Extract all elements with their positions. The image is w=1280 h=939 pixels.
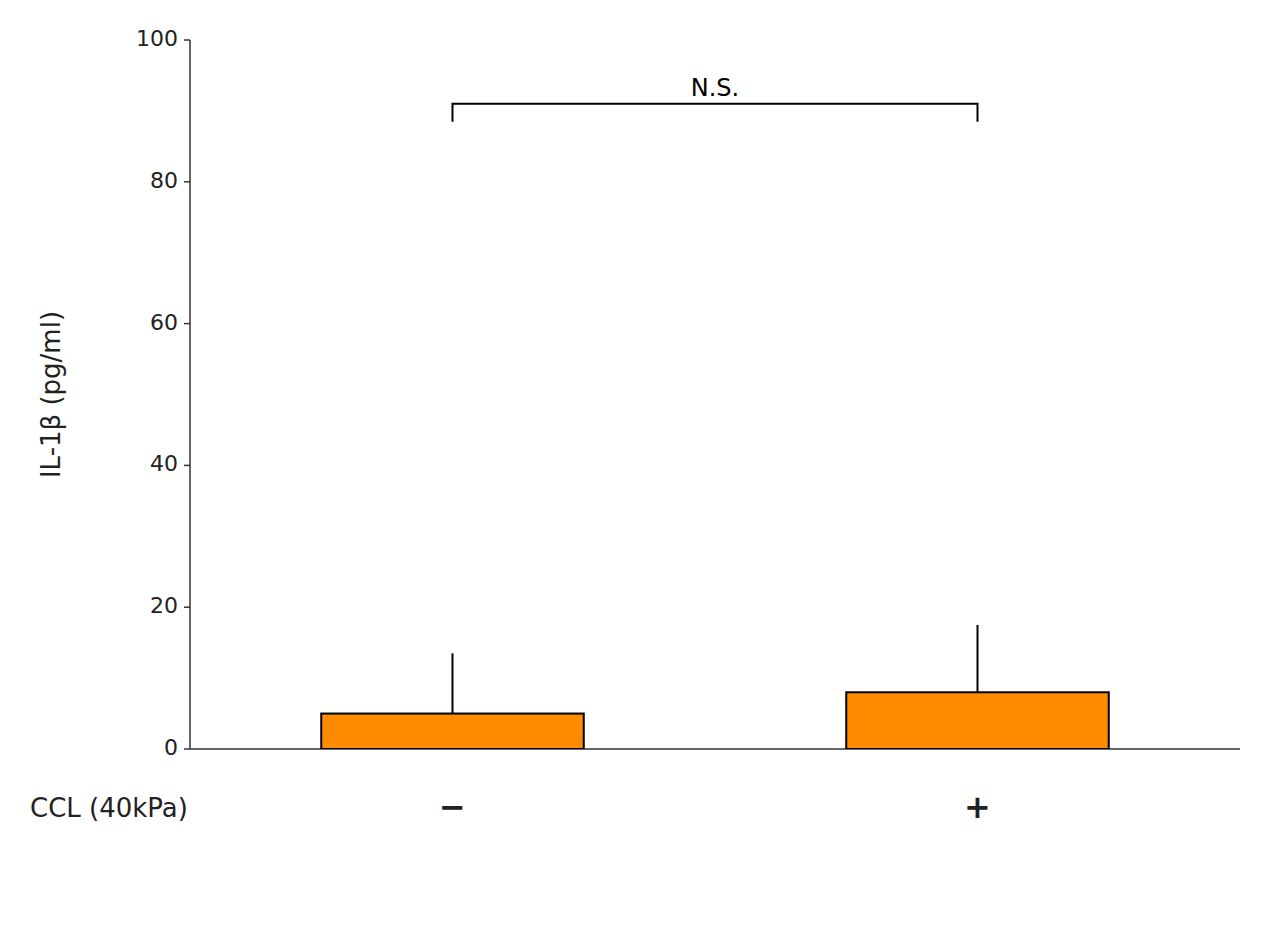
y-axis-label: IL-1β (pg/ml) <box>36 311 66 478</box>
y-tick-label: 60 <box>150 310 178 335</box>
significance-bracket <box>453 104 978 122</box>
bars <box>321 625 1109 749</box>
chart-container: 0 20 40 60 80 100 IL-1β (pg/ml) − + CCL (40kPa) N.… <box>0 0 1280 939</box>
y-tick-label: 100 <box>136 26 178 51</box>
y-tick-label: 80 <box>150 168 178 193</box>
significance-label: N.S. <box>691 74 739 102</box>
chart-svg: 0 20 40 60 80 100 IL-1β (pg/ml) − + CCL (40kPa) N.… <box>0 0 1280 939</box>
error-bar <box>452 653 454 713</box>
y-tick <box>184 748 190 750</box>
y-tick <box>184 465 190 467</box>
y-tick <box>184 323 190 325</box>
x-axis-label: CCL (40kPa) <box>30 793 188 823</box>
bar <box>846 692 1109 749</box>
y-tick-label: 40 <box>150 451 178 476</box>
y-tick <box>184 39 190 41</box>
x-tick-label: − <box>439 788 466 826</box>
y-tick <box>184 606 190 608</box>
y-tick-label: 0 <box>164 735 178 760</box>
y-axis: 0 20 40 60 80 100 <box>136 26 190 760</box>
error-bar <box>977 625 979 692</box>
bar <box>321 714 584 749</box>
y-tick <box>184 181 190 183</box>
y-axis-line <box>189 40 191 749</box>
x-tick-label: + <box>964 788 991 826</box>
y-tick-label: 20 <box>150 593 178 618</box>
